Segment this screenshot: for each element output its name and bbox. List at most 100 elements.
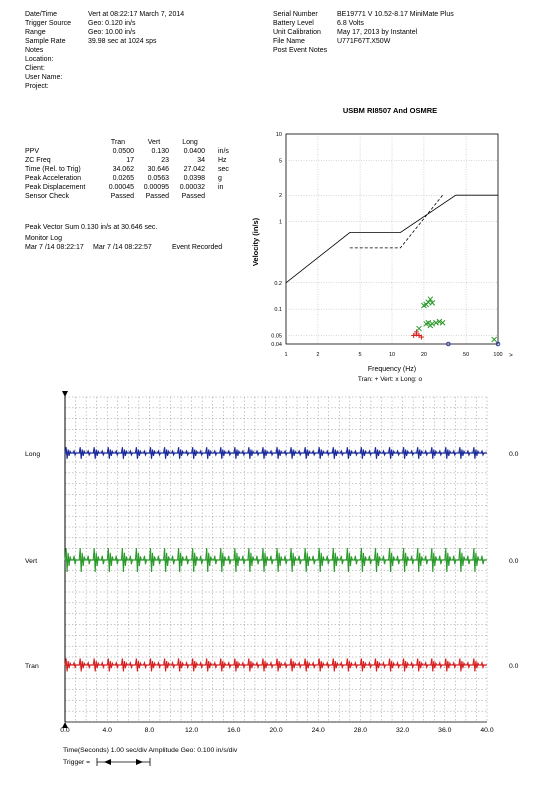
data-point-tran xyxy=(411,333,417,339)
time-tick-label: 8.0 xyxy=(145,727,155,734)
x-axis-arrow: > xyxy=(509,352,513,359)
time-tick-label: 36.0 xyxy=(438,727,451,734)
trigger-symbol xyxy=(96,758,151,766)
peak-vector-sum: Peak Vector Sum 0.130 in/s at 30.646 sec… xyxy=(25,224,158,231)
row-label-ppv: PPV xyxy=(25,148,40,155)
row-label-peak-displacement: Peak Displacement xyxy=(25,184,86,191)
y-axis-label: Velocity (in/s) xyxy=(251,217,260,266)
range-label: Range xyxy=(25,29,46,36)
data-point-vert xyxy=(416,325,422,332)
col-header-vert: Vert xyxy=(147,139,161,146)
cell: 0.00032 xyxy=(179,184,205,191)
zero-label: 0.0 xyxy=(509,451,519,458)
channel-labels: Long 0.0 Vert 0.0 Tran 0.0 xyxy=(25,451,519,670)
waveform-chart: Long 0.0 Vert 0.0 Tran 0.0 0.0 4.0 8.0 12.0 16.0 2… xyxy=(25,391,519,766)
unit: g xyxy=(218,175,222,182)
chart-title: USBM RI8507 And OSMRE xyxy=(343,106,437,115)
limit-curve xyxy=(349,194,443,249)
cell: 34 xyxy=(197,157,205,164)
x-tick-label: 100 xyxy=(493,352,502,358)
data-point-vert xyxy=(439,319,446,326)
date-time-label: Date/Time xyxy=(25,11,58,18)
y-tick-label: 5 xyxy=(279,158,282,164)
data-points xyxy=(411,296,501,347)
x-tick-label: 1 xyxy=(284,352,287,358)
limit-curves xyxy=(285,194,498,284)
sample-rate-label: Sample Rate xyxy=(25,38,66,45)
traces xyxy=(64,447,487,672)
data-point-vert xyxy=(425,319,432,326)
channel-name-tran: Tran xyxy=(25,663,39,670)
time-tick-label: 20.0 xyxy=(269,727,282,734)
x-axis-label: Frequency (Hz) xyxy=(368,366,416,373)
cell: 0.0398 xyxy=(183,175,205,182)
unit: in xyxy=(218,184,224,191)
data-point-vert xyxy=(429,320,436,327)
cell: 0.130 xyxy=(151,148,169,155)
data-point-long xyxy=(495,341,501,347)
project-label: Project: xyxy=(25,83,49,90)
x-tick-label: 50 xyxy=(463,352,469,358)
file-name-label: File Name xyxy=(273,38,305,45)
unit-calibration-label: Unit Calibration xyxy=(273,29,321,36)
zero-label: 0.0 xyxy=(509,558,519,565)
unit: Hz xyxy=(218,157,227,164)
col-header-long: Long xyxy=(182,139,198,146)
time-tick-label: 4.0 xyxy=(102,727,112,734)
y-tick-label: 10 xyxy=(276,132,282,138)
data-point-tran xyxy=(419,334,425,340)
cell: Passed xyxy=(110,193,134,200)
date-time-value: Vert at 08:22:17 March 7, 2014 xyxy=(88,11,185,18)
x-tick-label: 5 xyxy=(359,352,362,358)
cell: 0.0500 xyxy=(112,148,134,155)
cell: 0.0265 xyxy=(112,175,134,182)
limit-curve xyxy=(285,194,498,284)
time-tick-label: 40.0 xyxy=(480,727,493,734)
waveform-caption: Time(Seconds) 1.00 sec/div Amplitude Geo… xyxy=(63,747,238,754)
cell: 27.042 xyxy=(183,166,205,173)
x-tick-label: 2 xyxy=(316,352,319,358)
monitor-log-event: Event Recorded xyxy=(172,244,223,251)
sample-rate-value: 39.98 sec at 1024 sps xyxy=(88,38,157,45)
y-tick-label: 2 xyxy=(279,193,282,199)
row-label-sensor-check: Sensor Check xyxy=(25,193,69,200)
cell: 0.0400 xyxy=(183,148,205,155)
time-tick-label: 16.0 xyxy=(227,727,240,734)
range-value: Geo: 10.00 in/s xyxy=(88,29,136,36)
user-name-label: User Name: xyxy=(25,74,63,81)
battery-level-label: Battery Level xyxy=(273,20,314,27)
trigger-source-label: Trigger Source xyxy=(25,20,72,27)
serial-number-value: BE19771 V 10.52-8.17 MiniMate Plus xyxy=(337,11,454,18)
time-tick-labels: 0.0 4.0 8.0 12.0 16.0 20.0 24.0 28.0 32.0 36.0 40.… xyxy=(60,727,494,734)
trigger-label: Trigger = xyxy=(63,759,90,766)
monitor-log-start: Mar 7 /14 08:22:17 xyxy=(25,244,84,251)
location-label: Location: xyxy=(25,56,54,63)
zero-label: 0.0 xyxy=(509,663,519,670)
battery-level-value: 6.8 Volts xyxy=(337,20,364,27)
y-tick-label: 0.1 xyxy=(274,307,282,313)
unit-calibration-value: May 17, 2013 by Instantel xyxy=(337,29,418,36)
cell: 0.00045 xyxy=(108,184,134,191)
data-point-tran xyxy=(413,329,419,335)
monitor-log-end: Mar 7 /14 08:22:57 xyxy=(93,244,152,251)
cell: 30.646 xyxy=(147,166,169,173)
cell: 23 xyxy=(161,157,169,164)
channel-name-vert: Vert xyxy=(25,558,37,565)
cell: 34.062 xyxy=(112,166,134,173)
time-tick-label: 32.0 xyxy=(396,727,409,734)
cell: 0.00095 xyxy=(143,184,169,191)
y-tick-label: 0.05 xyxy=(271,334,282,340)
time-tick-label: 24.0 xyxy=(312,727,325,734)
file-name-value: U771F67T.X50W xyxy=(337,38,391,45)
row-label-time: Time (Rel. to Trig) xyxy=(25,166,81,173)
data-point-vert xyxy=(491,336,498,343)
time-tick-label: 12.0 xyxy=(185,727,198,734)
unit: sec xyxy=(218,166,229,173)
x-tick-label: 10 xyxy=(389,352,395,358)
trigger-source-value: Geo: 0.120 in/s xyxy=(88,20,136,27)
unit: in/s xyxy=(218,148,229,155)
y-tick-label: 0.2 xyxy=(274,281,282,287)
data-point-vert xyxy=(433,319,439,326)
channel-name-long: Long xyxy=(25,451,40,458)
grid xyxy=(286,134,498,344)
